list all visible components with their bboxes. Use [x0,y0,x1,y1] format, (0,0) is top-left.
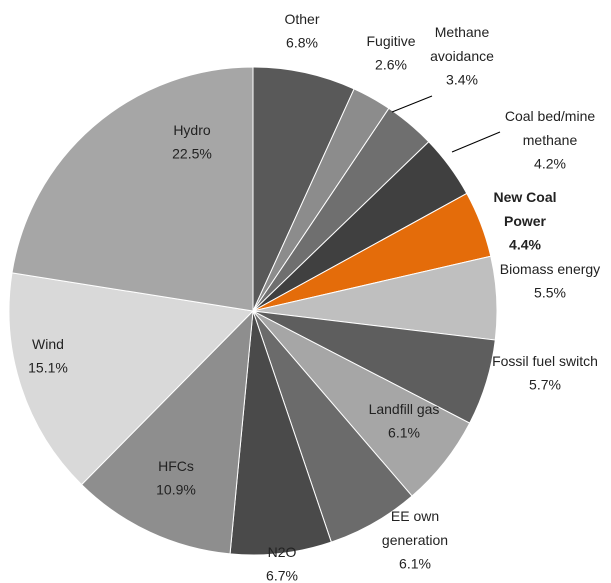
label-line: Wind [32,336,64,352]
leader-line [451,131,501,153]
label-line: Biomass energy [500,261,600,277]
label-line: generation [382,532,448,548]
value-label: 2.6% [375,57,407,73]
label-line: avoidance [430,48,494,64]
slice-label: Hydro [173,122,211,138]
slice-label: Coal bed/mine methane [505,108,595,148]
slice-label: Other [284,11,319,27]
slice-label: Landfill gas [369,401,440,417]
slice-label: Biomass energy [500,261,600,277]
label-line: Methane [435,24,490,40]
slice-label: Wind [32,336,64,352]
value-label: 4.4% [509,237,541,253]
label-line: New Coal [493,189,556,205]
pie [8,66,498,556]
slice-label: New Coal Power [493,189,556,229]
pie-slice [11,66,254,312]
label-line: Coal bed/mine [505,108,595,124]
slice-label: N2O [268,544,297,560]
label-line: EE own [391,508,439,524]
value-label: 5.5% [534,285,566,301]
value-label: 3.4% [446,72,478,88]
slice-label: Fugitive [366,33,415,49]
label-line: Fugitive [366,33,415,49]
labels: Other 6.8% Fugitive 2.6% Methane avoidance 3.4… [28,11,600,583]
pie-slice [80,309,254,555]
slice-label: EE own generation [382,508,448,548]
value-label: 5.7% [529,377,561,393]
slice-label: Fossil fuel switch [492,353,598,369]
slice-label: Methane avoidance [430,24,494,64]
label-line: Hydro [173,122,211,138]
pie-slice [252,66,355,312]
label-line: N2O [268,544,297,560]
value-label: 10.9% [156,482,196,498]
pie-slice [8,272,255,486]
value-label: 4.2% [534,156,566,172]
label-line: Landfill gas [369,401,440,417]
label-line: Power [504,213,547,229]
leader-line [391,95,433,113]
label-line: Other [284,11,319,27]
label-line: Fossil fuel switch [492,353,598,369]
label-line: methane [523,132,578,148]
value-label: 22.5% [172,146,212,162]
value-label: 6.1% [388,425,420,441]
value-label: 6.8% [286,35,318,51]
value-label: 15.1% [28,360,68,376]
value-label: 6.7% [266,568,298,583]
value-label: 6.1% [399,556,431,572]
label-line: HFCs [158,458,194,474]
slice-label: HFCs [158,458,194,474]
